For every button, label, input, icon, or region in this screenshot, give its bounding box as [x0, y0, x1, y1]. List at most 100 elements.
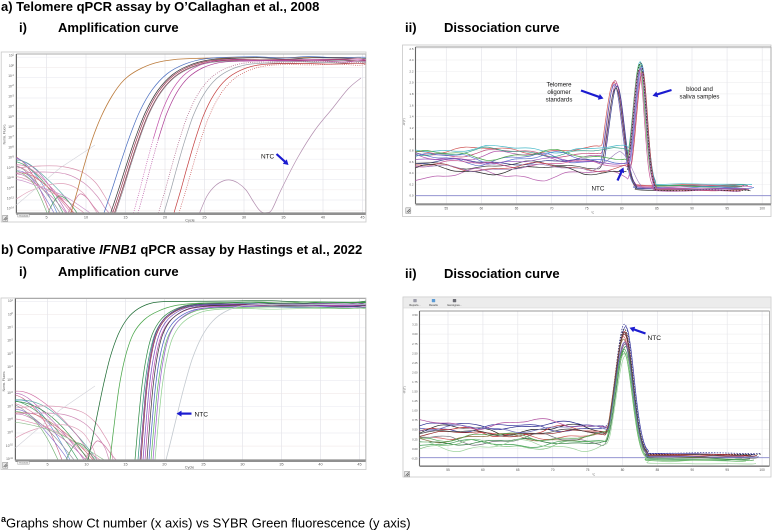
svg-text:95: 95: [725, 468, 729, 472]
svg-text:Reports...: Reports...: [409, 303, 421, 307]
svg-text:oligomer: oligomer: [547, 89, 570, 96]
svg-text:2.25: 2.25: [412, 361, 418, 365]
svg-text:65: 65: [516, 468, 520, 472]
svg-text:100: 100: [760, 206, 766, 210]
svg-text:NTC: NTC: [195, 412, 209, 419]
svg-text:10-3: 10-3: [7, 352, 13, 356]
svg-text:100: 100: [8, 312, 14, 316]
svg-text:1.00: 1.00: [412, 409, 418, 413]
svg-text:Threshold: Threshold: [19, 216, 28, 218]
svg-text:10-4: 10-4: [8, 105, 14, 109]
svg-text:55: 55: [445, 206, 449, 210]
svg-text:15: 15: [123, 462, 127, 466]
svg-text:Results: Results: [429, 303, 438, 307]
svg-text:15: 15: [123, 215, 127, 219]
svg-text:80: 80: [621, 468, 625, 472]
svg-text:3.00: 3.00: [412, 332, 418, 336]
svg-text:3.50: 3.50: [412, 313, 418, 317]
svg-text:10-11: 10-11: [7, 176, 14, 180]
svg-text:saliva samples: saliva samples: [680, 94, 720, 101]
svg-text:10-1: 10-1: [8, 74, 14, 78]
svg-text:-R′(T): -R′(T): [403, 386, 407, 394]
svg-text:10-8: 10-8: [7, 418, 13, 422]
svg-text:Threshold: Threshold: [19, 463, 28, 465]
svg-text:90: 90: [690, 206, 694, 210]
svg-text:25: 25: [202, 215, 206, 219]
svg-text:Norm. Fluoro.: Norm. Fluoro.: [3, 124, 7, 145]
svg-text:10-8: 10-8: [8, 146, 14, 150]
svg-text:°C: °C: [591, 211, 595, 215]
svg-text:5: 5: [46, 462, 48, 466]
svg-text:10-13: 10-13: [7, 197, 15, 201]
svg-text:Genotypes...: Genotypes...: [447, 303, 462, 307]
svg-text:10-10: 10-10: [7, 166, 15, 170]
svg-text:10-12: 10-12: [7, 186, 15, 190]
svg-text:65: 65: [515, 206, 519, 210]
svg-text:10-6: 10-6: [7, 391, 13, 395]
svg-text:101: 101: [8, 299, 14, 303]
svg-text:1.6: 1.6: [409, 103, 414, 107]
svg-text:Norm. Fluoro.: Norm. Fluoro.: [2, 371, 6, 392]
svg-text:NTC: NTC: [648, 335, 662, 342]
svg-text:100: 100: [9, 64, 15, 68]
svg-text:20: 20: [163, 215, 167, 219]
svg-text:60: 60: [480, 206, 484, 210]
svg-text:2.00: 2.00: [412, 370, 418, 374]
svg-text:0.00: 0.00: [412, 447, 418, 451]
svg-text:35: 35: [279, 462, 283, 466]
svg-text:10-2: 10-2: [8, 84, 14, 88]
svg-text:101: 101: [9, 54, 15, 58]
svg-text:NTC: NTC: [261, 154, 275, 161]
svg-text:60: 60: [481, 468, 485, 472]
svg-text:10-9: 10-9: [8, 156, 14, 160]
svg-text:70: 70: [550, 206, 554, 210]
svg-text:3.25: 3.25: [412, 323, 418, 327]
svg-text:1.50: 1.50: [412, 390, 418, 394]
svg-text:10-3: 10-3: [8, 95, 14, 99]
svg-text:85: 85: [656, 468, 660, 472]
svg-text:10-11: 10-11: [6, 457, 13, 461]
svg-text:5: 5: [45, 215, 47, 219]
svg-text:0.2: 0.2: [409, 182, 414, 186]
svg-text:1.0: 1.0: [409, 137, 414, 141]
svg-text:2.2: 2.2: [409, 69, 414, 73]
svg-text:80: 80: [620, 206, 624, 210]
svg-text:25: 25: [201, 462, 205, 466]
svg-text:10-10: 10-10: [6, 444, 14, 448]
svg-text:10: 10: [84, 215, 88, 219]
svg-text:blood and: blood and: [686, 86, 713, 93]
svg-text:°C: °C: [592, 472, 596, 476]
svg-text:10-9: 10-9: [7, 431, 13, 435]
svg-text:75: 75: [585, 206, 589, 210]
svg-text:85: 85: [655, 206, 659, 210]
svg-text:75: 75: [586, 468, 590, 472]
svg-text:10-7: 10-7: [7, 404, 13, 408]
svg-text:0.6: 0.6: [409, 160, 414, 164]
svg-text:10-7: 10-7: [8, 135, 14, 139]
svg-text:70: 70: [551, 468, 555, 472]
svg-text:0.4: 0.4: [409, 171, 414, 175]
svg-text:95: 95: [725, 206, 729, 210]
svg-text:2.50: 2.50: [412, 351, 418, 355]
svg-text:Cycle: Cycle: [185, 466, 195, 470]
svg-text:2.75: 2.75: [412, 342, 418, 346]
svg-text:30: 30: [242, 215, 246, 219]
svg-text:NTC: NTC: [592, 186, 605, 193]
svg-text:2.0: 2.0: [409, 81, 414, 85]
svg-text:55: 55: [446, 468, 450, 472]
svg-text:0.50: 0.50: [412, 428, 418, 432]
svg-text:-R′(T): -R′(T): [402, 118, 406, 126]
svg-text:20: 20: [162, 462, 166, 466]
svg-text:1.75: 1.75: [412, 380, 418, 384]
svg-text:standards: standards: [546, 97, 573, 104]
svg-text:0.0: 0.0: [409, 194, 414, 198]
svg-text:2.5: 2.5: [409, 47, 414, 51]
svg-text:45: 45: [360, 215, 364, 219]
svg-text:35: 35: [281, 215, 285, 219]
svg-text:100: 100: [759, 468, 765, 472]
svg-text:10-2: 10-2: [7, 339, 13, 343]
svg-text:2.4: 2.4: [409, 58, 414, 62]
svg-text:10: 10: [84, 462, 88, 466]
svg-text:0.25: 0.25: [412, 437, 418, 441]
svg-text:40: 40: [318, 462, 322, 466]
